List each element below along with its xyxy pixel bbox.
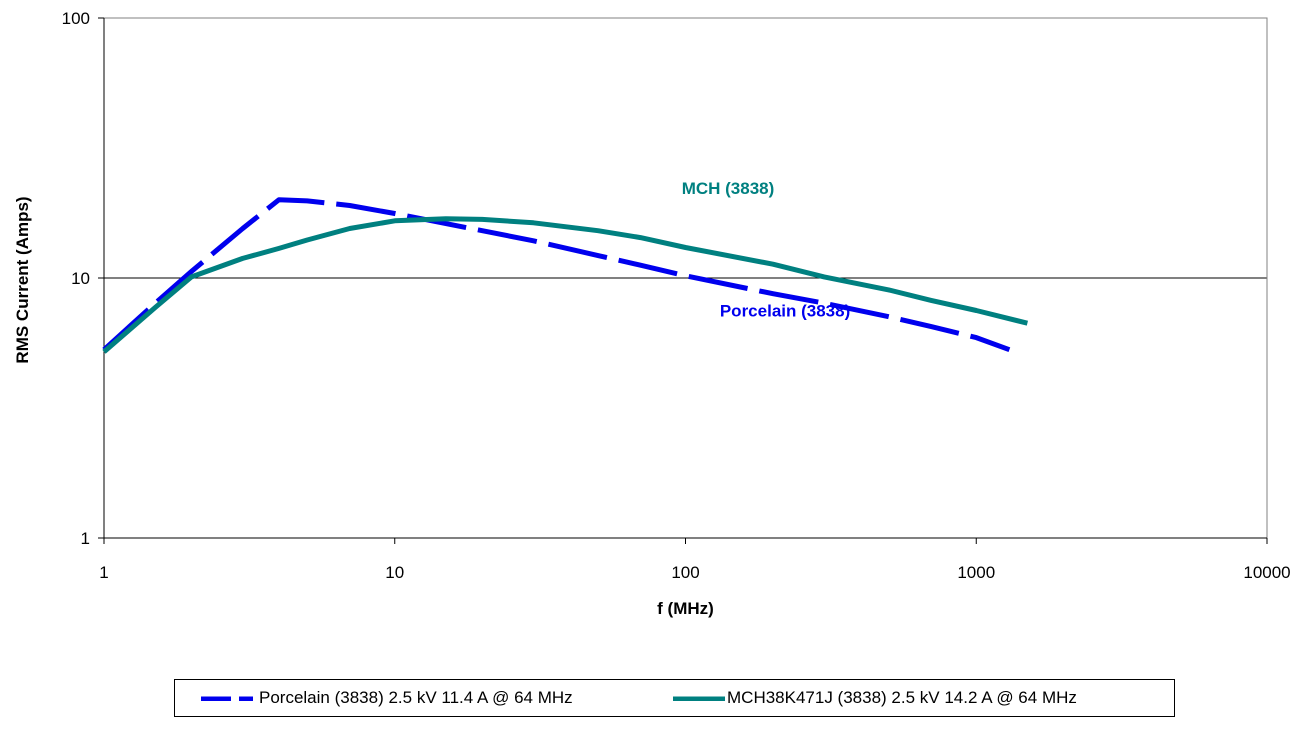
legend: Porcelain (3838) 2.5 kV 11.4 A @ 64 MHz … bbox=[174, 679, 1175, 717]
series-line-mch bbox=[102, 216, 1029, 354]
annotation-mch: MCH (3838) bbox=[682, 179, 775, 198]
legend-label-porcelain: Porcelain (3838) 2.5 kV 11.4 A @ 64 MHz bbox=[259, 688, 573, 707]
y-tick-label: 1 bbox=[81, 529, 90, 548]
y-tick-label: 10 bbox=[71, 269, 90, 288]
series-layer bbox=[102, 197, 1029, 354]
x-tick-label: 100 bbox=[671, 563, 699, 582]
legend-label-mch: MCH38K471J (3838) 2.5 kV 14.2 A @ 64 MHz bbox=[727, 688, 1077, 707]
axes bbox=[98, 17, 1268, 544]
gridlines bbox=[104, 17, 1267, 539]
x-tick-label: 10000 bbox=[1243, 563, 1290, 582]
x-tick-labels: 1 10 100 1000 10000 bbox=[99, 563, 1290, 582]
y-tick-label: 100 bbox=[62, 9, 90, 28]
legend-swatch-dashed bbox=[201, 696, 253, 701]
legend-item-mch: MCH38K471J (3838) 2.5 kV 14.2 A @ 64 MHz bbox=[673, 680, 1077, 716]
y-tick-labels: 1 10 100 bbox=[62, 9, 90, 548]
x-tick-label: 1000 bbox=[957, 563, 995, 582]
legend-item-porcelain: Porcelain (3838) 2.5 kV 11.4 A @ 64 MHz bbox=[201, 680, 573, 716]
x-tick-label: 10 bbox=[385, 563, 404, 582]
x-axis-label: f (MHz) bbox=[657, 599, 714, 618]
x-tick-label: 1 bbox=[99, 563, 108, 582]
annotation-porcelain: Porcelain (3838) bbox=[720, 302, 850, 321]
y-axis-label: RMS Current (Amps) bbox=[13, 196, 32, 363]
series-line-porcelain bbox=[102, 197, 1011, 353]
annotations: MCH (3838) Porcelain (3838) bbox=[682, 179, 851, 320]
legend-swatch-solid bbox=[673, 696, 725, 701]
